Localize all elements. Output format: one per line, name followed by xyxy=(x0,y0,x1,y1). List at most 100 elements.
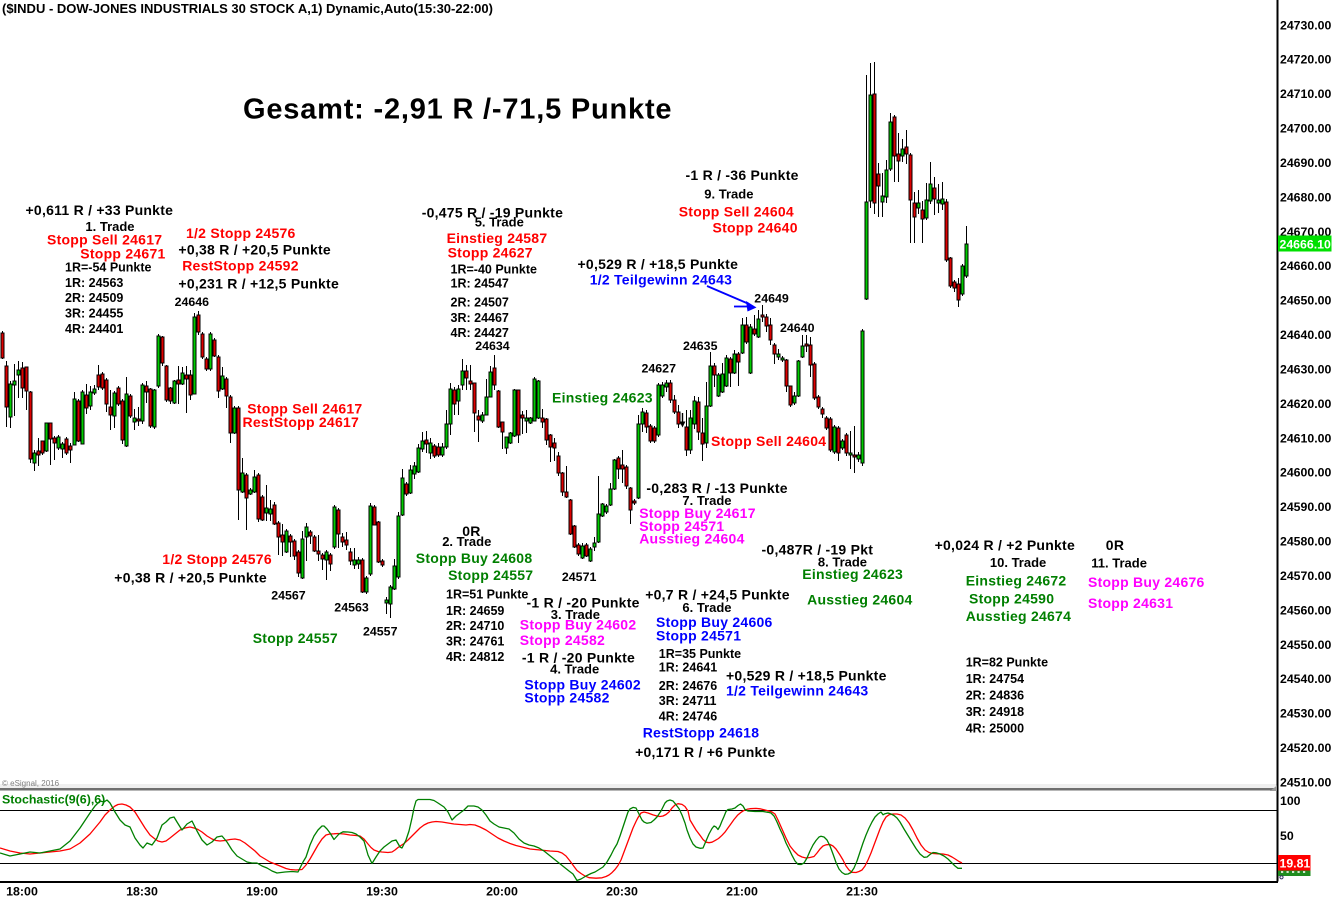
svg-text:24646: 24646 xyxy=(175,295,210,309)
svg-text:1/2 Teilgewinn 24643: 1/2 Teilgewinn 24643 xyxy=(590,272,732,288)
svg-text:24720.00: 24720.00 xyxy=(1280,53,1331,67)
svg-text:24620.00: 24620.00 xyxy=(1280,397,1331,411)
svg-text:3. Trade: 3. Trade xyxy=(551,607,600,622)
svg-text:Stopp Buy 24602: Stopp Buy 24602 xyxy=(520,616,637,632)
svg-text:1R: 24641: 1R: 24641 xyxy=(659,661,717,675)
svg-text:24570.00: 24570.00 xyxy=(1280,569,1331,583)
svg-text:100: 100 xyxy=(1280,794,1301,808)
svg-text:1R: 24547: 1R: 24547 xyxy=(451,277,509,291)
svg-text:24670.00: 24670.00 xyxy=(1280,225,1331,239)
svg-text:Ausstieg 24604: Ausstieg 24604 xyxy=(807,592,912,608)
svg-text:4R: 24746: 4R: 24746 xyxy=(659,709,717,723)
svg-text:+0,529 R / +18,5 Punkte: +0,529 R / +18,5 Punkte xyxy=(726,667,887,683)
svg-text:24690.00: 24690.00 xyxy=(1280,156,1331,170)
svg-text:11. Trade: 11. Trade xyxy=(1091,555,1147,570)
svg-text:4R: 24427: 4R: 24427 xyxy=(451,326,509,340)
svg-text:24634: 24634 xyxy=(475,339,510,353)
svg-text:18:00: 18:00 xyxy=(6,884,38,898)
svg-text:2R: 24507: 2R: 24507 xyxy=(451,296,509,310)
svg-text:4R: 25000: 4R: 25000 xyxy=(966,722,1024,736)
svg-text:3R: 24455: 3R: 24455 xyxy=(65,307,123,321)
svg-text:24510.00: 24510.00 xyxy=(1280,776,1331,790)
svg-text:24550.00: 24550.00 xyxy=(1280,638,1331,652)
svg-text:1. Trade: 1. Trade xyxy=(85,219,134,234)
svg-text:Stopp 24582: Stopp 24582 xyxy=(524,689,609,705)
svg-text:9. Trade: 9. Trade xyxy=(704,186,753,201)
svg-text:4R: 24812: 4R: 24812 xyxy=(446,650,504,664)
svg-text:Stopp Sell 24617: Stopp Sell 24617 xyxy=(247,400,362,416)
svg-text:1/2 Stopp 24576: 1/2 Stopp 24576 xyxy=(162,551,272,567)
svg-text:© eSignal, 2016: © eSignal, 2016 xyxy=(2,779,60,788)
svg-text:24730.00: 24730.00 xyxy=(1280,18,1331,32)
svg-text:24649: 24649 xyxy=(754,292,789,306)
svg-text:3R: 24711: 3R: 24711 xyxy=(659,694,717,708)
svg-text:4R: 24401: 4R: 24401 xyxy=(65,322,123,336)
svg-text:8. Trade: 8. Trade xyxy=(818,554,867,569)
svg-text:Stopp 24671: Stopp 24671 xyxy=(80,246,165,262)
svg-text:-0,487R / -19 Pkt: -0,487R / -19 Pkt xyxy=(762,541,874,557)
svg-text:19:00: 19:00 xyxy=(246,884,278,898)
svg-text:1R: 24659: 1R: 24659 xyxy=(446,604,504,618)
svg-text:2R: 24710: 2R: 24710 xyxy=(446,619,504,633)
svg-text:+0,38 R / +20,5 Punkte: +0,38 R / +20,5 Punkte xyxy=(178,242,331,258)
svg-text:Stopp 24571: Stopp 24571 xyxy=(656,627,741,643)
svg-text:Ausstieg 24604: Ausstieg 24604 xyxy=(639,531,744,547)
svg-text:-0,475 R / -19 Punkte: -0,475 R / -19 Punkte xyxy=(422,204,563,220)
svg-text:5. Trade: 5. Trade xyxy=(475,215,524,230)
svg-text:24666.10: 24666.10 xyxy=(1280,237,1331,251)
svg-text:Stopp Buy 24602: Stopp Buy 24602 xyxy=(524,677,641,693)
svg-text:($INDU - DOW-JONES INDUSTRIALS: ($INDU - DOW-JONES INDUSTRIALS 30 STOCK … xyxy=(2,1,493,16)
svg-text:24610.00: 24610.00 xyxy=(1280,431,1331,445)
svg-text:Stopp 24640: Stopp 24640 xyxy=(713,220,798,236)
svg-text:-1 R / -36 Punkte: -1 R / -36 Punkte xyxy=(686,167,799,183)
svg-text:19:30: 19:30 xyxy=(366,884,398,898)
svg-text:24567: 24567 xyxy=(271,588,306,602)
svg-text:3R: 24761: 3R: 24761 xyxy=(446,635,504,649)
svg-text:1R=35 Punkte: 1R=35 Punkte xyxy=(659,647,741,661)
svg-text:0R: 0R xyxy=(462,523,480,539)
svg-text:24560.00: 24560.00 xyxy=(1280,603,1331,617)
svg-text:Stopp 24557: Stopp 24557 xyxy=(253,630,338,646)
svg-text:24710.00: 24710.00 xyxy=(1280,87,1331,101)
svg-text:Gesamt: -2,91 R /-71,5 Punkte: Gesamt: -2,91 R /-71,5 Punkte xyxy=(243,94,672,126)
svg-text:Stopp 24590: Stopp 24590 xyxy=(969,591,1054,607)
svg-text:24700.00: 24700.00 xyxy=(1280,122,1331,136)
svg-text:21:30: 21:30 xyxy=(846,884,878,898)
svg-text:21:00: 21:00 xyxy=(726,884,758,898)
svg-text:-1 R / -20 Punkte: -1 R / -20 Punkte xyxy=(522,649,635,665)
svg-text:1R: 24563: 1R: 24563 xyxy=(65,276,123,290)
svg-text:1R: 24754: 1R: 24754 xyxy=(966,672,1024,686)
svg-text:Einstieg 24623: Einstieg 24623 xyxy=(552,389,653,405)
svg-text:0R: 0R xyxy=(1106,537,1124,553)
svg-text:24630.00: 24630.00 xyxy=(1280,362,1331,376)
svg-text:10. Trade: 10. Trade xyxy=(990,555,1046,570)
svg-text:-0,283 R / -13 Punkte: -0,283 R / -13 Punkte xyxy=(646,480,787,496)
svg-text:24571: 24571 xyxy=(562,570,597,584)
svg-text:Stopp Sell 24604: Stopp Sell 24604 xyxy=(679,203,794,219)
svg-text:+0,38 R / +20,5 Punkte: +0,38 R / +20,5 Punkte xyxy=(114,569,267,585)
svg-text:Stopp Buy 24606: Stopp Buy 24606 xyxy=(656,614,773,630)
svg-text:24650.00: 24650.00 xyxy=(1280,294,1331,308)
svg-text:1R=82 Punkte: 1R=82 Punkte xyxy=(966,655,1048,669)
svg-text:6. Trade: 6. Trade xyxy=(682,600,731,615)
svg-text:1R=51 Punkte: 1R=51 Punkte xyxy=(446,588,528,602)
svg-text:RestStopp 24592: RestStopp 24592 xyxy=(182,258,299,274)
svg-text:2R: 24836: 2R: 24836 xyxy=(966,689,1024,703)
svg-text:3R: 24467: 3R: 24467 xyxy=(451,311,509,325)
svg-text:24563: 24563 xyxy=(334,601,369,615)
svg-text:24640: 24640 xyxy=(780,321,815,335)
svg-text:20:30: 20:30 xyxy=(606,884,638,898)
svg-text:1R=-54 Punkte: 1R=-54 Punkte xyxy=(65,261,152,275)
svg-text:+0,529 R / +18,5 Punkte: +0,529 R / +18,5 Punkte xyxy=(578,256,739,272)
svg-text:RestStopp 24618: RestStopp 24618 xyxy=(643,725,760,741)
svg-text:Einstieg 24623: Einstieg 24623 xyxy=(802,566,903,582)
svg-text:24635: 24635 xyxy=(683,339,718,353)
svg-text:24557: 24557 xyxy=(363,624,398,638)
svg-text:24680.00: 24680.00 xyxy=(1280,190,1331,204)
svg-text:2R: 24509: 2R: 24509 xyxy=(65,291,123,305)
svg-text:+0,024 R / +2 Punkte: +0,024 R / +2 Punkte xyxy=(935,537,1075,553)
svg-text:4. Trade: 4. Trade xyxy=(550,662,599,677)
svg-text:Stopp Sell 24617: Stopp Sell 24617 xyxy=(47,232,162,248)
svg-text:24660.00: 24660.00 xyxy=(1280,259,1331,273)
svg-text:1/2 Teilgewinn 24643: 1/2 Teilgewinn 24643 xyxy=(726,683,868,699)
